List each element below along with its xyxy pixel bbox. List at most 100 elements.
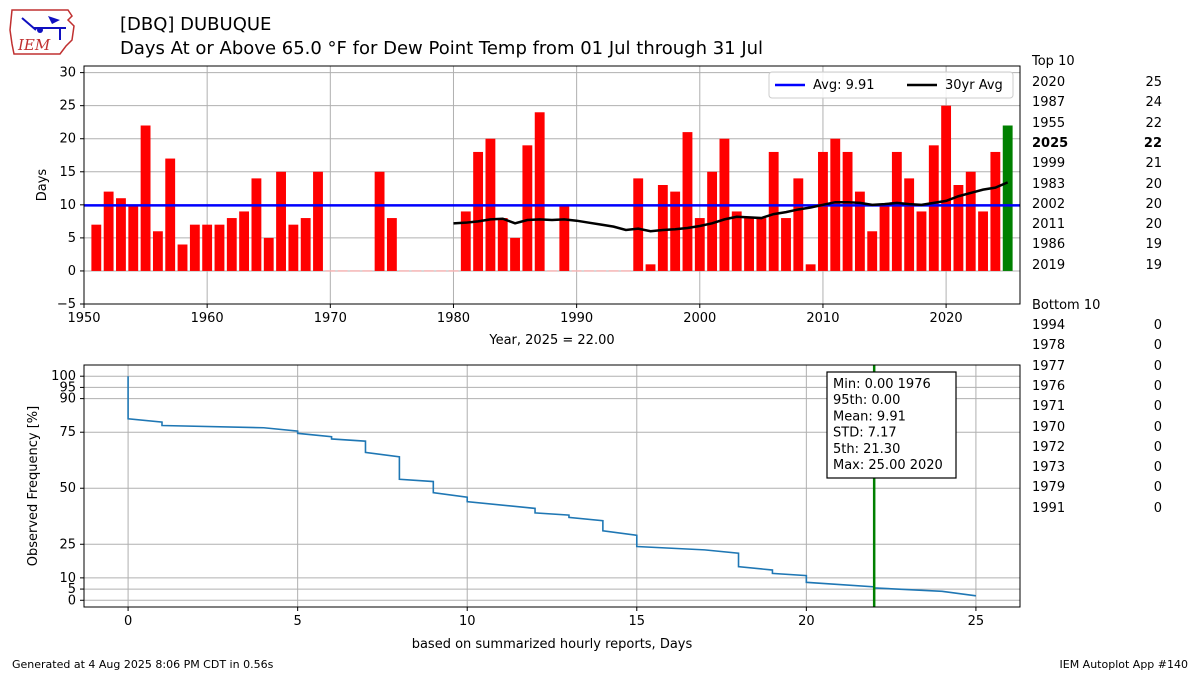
stats-line: Max: 25.00 2020 xyxy=(833,458,943,473)
bar-2022 xyxy=(965,171,976,271)
y-tick-label: 30 xyxy=(59,66,76,81)
bar-2020 xyxy=(941,105,952,271)
x-tick-label: 1970 xyxy=(314,311,347,326)
top10-value: 21 xyxy=(1145,156,1162,172)
bar-1995 xyxy=(633,178,644,271)
bar-1952 xyxy=(103,191,114,271)
bar-1963 xyxy=(239,211,250,271)
station-title: [DBQ] DUBUQUE xyxy=(120,14,272,35)
bar-2006 xyxy=(768,151,779,271)
bar-1989 xyxy=(559,204,570,271)
top10-value: 19 xyxy=(1145,237,1162,253)
bottom-y-axis-label: Observed Frequency [%] xyxy=(26,406,41,566)
top10-year: 2002 xyxy=(1032,196,1066,212)
top-plot-frame xyxy=(83,65,1021,305)
bottom10-year: 1971 xyxy=(1032,399,1066,415)
bar-1967 xyxy=(288,224,299,271)
y-tick-label: 25 xyxy=(59,537,76,552)
legend-30yr-label: 30yr Avg xyxy=(945,78,1003,93)
bottom10-value: 0 xyxy=(1153,358,1162,374)
bottom10-value: 0 xyxy=(1153,399,1162,415)
x-tick-label: 1980 xyxy=(437,311,470,326)
bar-1984 xyxy=(497,218,508,271)
bottom10-value: 0 xyxy=(1153,318,1162,333)
legend-box xyxy=(768,71,1014,99)
bar-2018 xyxy=(916,211,927,271)
stats-line: Mean: 9.91 xyxy=(833,409,906,424)
stats-line: 5th: 21.30 xyxy=(833,442,900,457)
bottom10-row: 1994 0 xyxy=(1032,318,1162,336)
top10-year: 2019 xyxy=(1032,257,1066,273)
bar-1956 xyxy=(152,231,163,271)
top10-row: 1987 24 xyxy=(1032,95,1162,113)
svg-text:IEM: IEM xyxy=(17,36,51,54)
x-tick-label: 10 xyxy=(459,614,476,629)
bar-2017 xyxy=(904,178,915,271)
bottom10-row: 1991 0 xyxy=(1032,501,1162,519)
top10-heading: Top 10 xyxy=(1032,54,1075,69)
top10-value: 20 xyxy=(1145,196,1162,212)
bar-2021 xyxy=(953,185,964,271)
bar-1954 xyxy=(128,204,139,271)
stats-line: 95th: 0.00 xyxy=(833,393,900,408)
bar-1997 xyxy=(657,185,668,271)
x-tick-label: 25 xyxy=(968,614,985,629)
top10-value: 25 xyxy=(1145,75,1162,90)
stats-box xyxy=(826,371,957,479)
bar-1985 xyxy=(510,237,520,271)
bar-1986 xyxy=(522,145,533,271)
top10-value: 19 xyxy=(1145,257,1162,273)
bar-2007 xyxy=(781,218,791,271)
y-tick-label: 0 xyxy=(68,593,76,608)
top-y-axis-label: Days xyxy=(35,169,50,202)
bar-2023 xyxy=(978,211,988,271)
bottom10-heading: Bottom 10 xyxy=(1032,298,1101,313)
generated-footer: Generated at 4 Aug 2025 8:06 PM CDT in 0… xyxy=(12,658,274,671)
bottom10-value: 0 xyxy=(1153,500,1162,516)
top10-row: 2019 19 xyxy=(1032,258,1162,276)
bar-1999 xyxy=(682,132,693,271)
bar-1951 xyxy=(91,224,102,271)
bar-1975 xyxy=(386,218,397,271)
bar-2024 xyxy=(990,151,1001,271)
bar-2015 xyxy=(879,204,890,271)
bar-2016 xyxy=(891,151,902,271)
bar-1957 xyxy=(165,158,176,271)
top10-value: 22 xyxy=(1145,115,1162,131)
y-tick-label: 5 xyxy=(68,582,76,597)
top10-row: 2020 25 xyxy=(1032,75,1162,93)
top10-row: 2011 20 xyxy=(1032,217,1162,235)
top10-row: 1999 21 xyxy=(1032,156,1162,174)
chart-title: Days At or Above 65.0 °F for Dew Point T… xyxy=(120,38,764,59)
x-tick-label: 2000 xyxy=(683,311,716,326)
bottom10-value: 0 xyxy=(1153,378,1162,394)
bar-1981 xyxy=(460,211,471,271)
bar-2012 xyxy=(842,151,853,271)
y-tick-label: 50 xyxy=(59,481,76,496)
bar-1962 xyxy=(226,218,237,271)
bottom10-row: 1978 0 xyxy=(1032,338,1162,356)
top10-year: 1999 xyxy=(1032,156,1066,172)
bar-1958 xyxy=(177,244,188,271)
top10-year: 2025 xyxy=(1032,135,1069,151)
bar-2003 xyxy=(731,211,742,271)
top10-year: 1986 xyxy=(1032,237,1066,253)
bar-2000 xyxy=(694,218,705,271)
bar-2014 xyxy=(867,231,878,271)
x-tick-label: 2010 xyxy=(806,311,839,326)
y-tick-label: 10 xyxy=(59,198,76,213)
bar-2013 xyxy=(854,191,865,271)
bottom10-year: 1994 xyxy=(1032,318,1066,333)
bar-2005 xyxy=(756,218,767,271)
top10-value: 22 xyxy=(1143,135,1162,151)
bar-1968 xyxy=(300,218,311,271)
top10-value: 20 xyxy=(1145,217,1162,233)
top10-row: 2025 22 xyxy=(1032,136,1162,154)
top10-year: 2020 xyxy=(1032,75,1066,90)
legend-avg-label: Avg: 9.91 xyxy=(813,78,875,93)
bar-1987 xyxy=(534,112,545,271)
x-tick-label: 1950 xyxy=(67,311,100,326)
bar-2019 xyxy=(928,145,939,271)
bottom10-year: 1970 xyxy=(1032,419,1066,435)
